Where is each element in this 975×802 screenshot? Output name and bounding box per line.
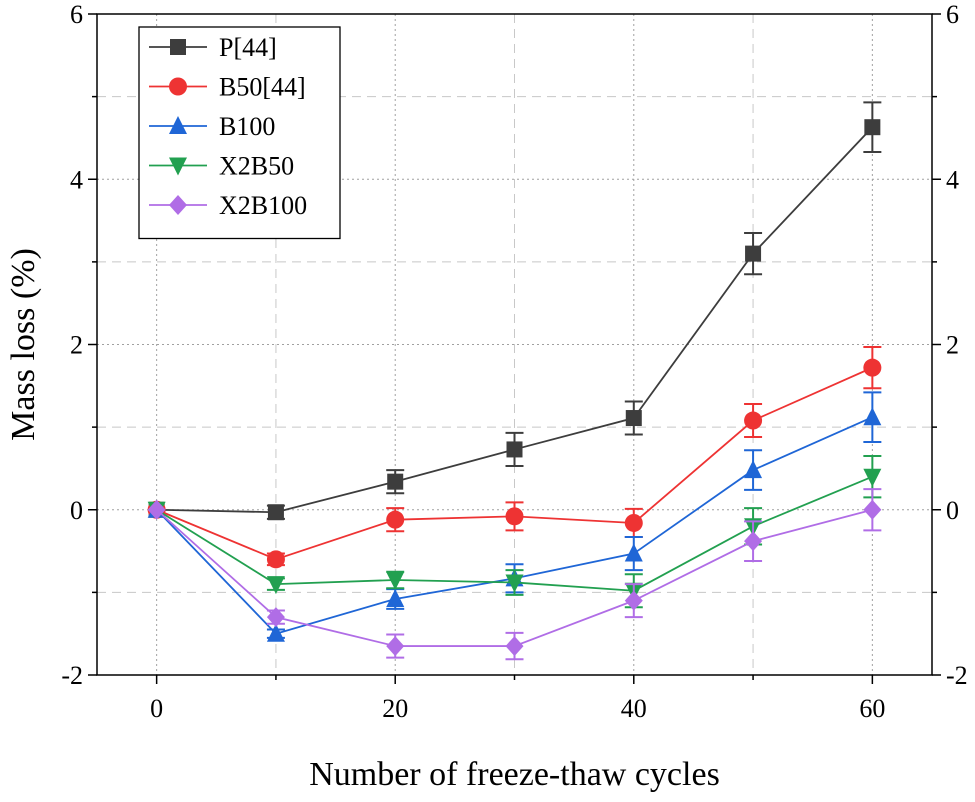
x-axis-title: Number of freeze-thaw cycles — [309, 756, 720, 793]
data-point-b50-44 — [386, 510, 405, 529]
legend-label-x2b50: X2B50 — [219, 152, 294, 181]
data-point-b50-44 — [266, 550, 285, 569]
legend-marker-b50-44 — [169, 77, 187, 96]
data-point-b50-44 — [505, 507, 524, 526]
y-tick-label-left: 0 — [70, 496, 83, 525]
x-tick-label: 40 — [621, 694, 647, 723]
y-tick-label-right: 2 — [946, 331, 959, 360]
data-point-b50-44 — [744, 411, 763, 430]
y-tick-label-right: 0 — [946, 496, 959, 525]
data-point-x2b50 — [386, 571, 405, 590]
data-point-p-44 — [387, 473, 404, 490]
y-axis-title: Mass loss (%) — [5, 248, 42, 441]
data-point-p-44 — [864, 119, 881, 136]
data-point-b100 — [266, 623, 285, 642]
legend-label-x2b100: X2B100 — [219, 191, 307, 220]
y-tick-label-left: 4 — [70, 165, 83, 194]
x-tick-label: 0 — [150, 694, 163, 723]
data-point-b50-44 — [624, 513, 643, 532]
axis-ticks: 0 20 40 60 -2 -2 0 0 2 2 4 4 6 6 — [61, 0, 967, 723]
legend-label-b50-44: B50[44] — [219, 73, 306, 102]
data-point-x2b50 — [505, 574, 524, 593]
data-point-x2b100 — [624, 590, 643, 611]
series-x2b100 — [147, 488, 882, 661]
legend: P[44] B50[44] B100 X2B50 X2B100 — [138, 26, 341, 240]
y-tick-label-right: 6 — [946, 0, 959, 29]
data-point-p-44 — [267, 504, 284, 521]
data-point-x2b50 — [266, 576, 285, 595]
x-tick-label: 60 — [859, 694, 885, 723]
y-tick-label-right: 4 — [946, 165, 959, 194]
y-tick-label-left: 2 — [70, 331, 83, 360]
legend-marker-x2b50 — [169, 157, 187, 176]
y-tick-label-left: 6 — [70, 0, 83, 29]
data-point-b100 — [386, 588, 405, 607]
legend-marker-x2b100 — [169, 195, 187, 215]
legend-label-p-44: P[44] — [219, 33, 277, 62]
data-point-x2b100 — [147, 499, 166, 520]
series-layer — [147, 101, 882, 661]
legend-label-b100: B100 — [219, 112, 275, 141]
data-point-b100 — [624, 543, 643, 562]
data-point-b100 — [744, 460, 763, 479]
data-point-x2b100 — [266, 607, 285, 628]
data-point-x2b100 — [744, 531, 763, 552]
legend-marker-p-44 — [170, 39, 186, 55]
legend-marker-b100 — [169, 116, 187, 134]
data-point-b50-44 — [863, 358, 882, 377]
x-tick-label: 20 — [382, 694, 408, 723]
data-point-b100 — [863, 407, 882, 426]
data-point-x2b50 — [863, 468, 882, 487]
y-tick-label-right: -2 — [946, 661, 968, 690]
data-point-p-44 — [625, 410, 642, 427]
data-point-p-44 — [506, 441, 523, 458]
data-point-x2b100 — [505, 636, 524, 657]
data-point-x2b100 — [863, 499, 882, 520]
y-tick-label-left: -2 — [61, 661, 83, 690]
data-point-x2b100 — [386, 636, 405, 657]
data-point-p-44 — [745, 245, 762, 262]
